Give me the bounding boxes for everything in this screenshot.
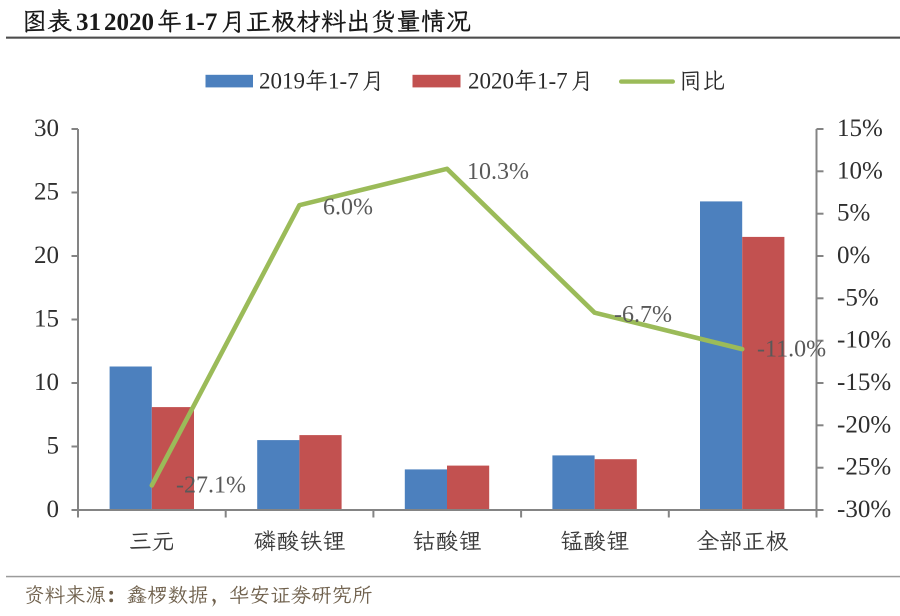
svg-text:-10%: -10% — [837, 327, 891, 354]
svg-text:-11.0%: -11.0% — [757, 337, 826, 363]
svg-text:-25%: -25% — [837, 454, 891, 481]
svg-text:-30%: -30% — [837, 496, 891, 523]
svg-text:2019: 2019 — [259, 69, 305, 94]
svg-text:5%: 5% — [837, 200, 870, 227]
svg-text:15: 15 — [34, 306, 59, 333]
svg-text:-15%: -15% — [837, 369, 891, 396]
svg-text:1-7: 1-7 — [184, 9, 217, 36]
svg-text:10.3%: 10.3% — [467, 159, 529, 185]
svg-text:0: 0 — [47, 496, 60, 523]
svg-text:-27.1%: -27.1% — [176, 473, 246, 499]
svg-text:1-7: 1-7 — [537, 69, 568, 94]
svg-text:6.0%: 6.0% — [323, 195, 373, 221]
svg-text:-5%: -5% — [837, 284, 879, 311]
svg-text:20: 20 — [34, 242, 59, 269]
svg-text:10%: 10% — [837, 157, 883, 184]
svg-text:1-7: 1-7 — [328, 69, 359, 94]
svg-text:30: 30 — [34, 115, 59, 142]
svg-text:2020: 2020 — [104, 9, 154, 36]
svg-text:2020: 2020 — [468, 69, 514, 94]
svg-text:-6.7%: -6.7% — [614, 302, 672, 328]
svg-text:25: 25 — [34, 179, 59, 206]
svg-text:10: 10 — [34, 369, 59, 396]
svg-text:15%: 15% — [837, 115, 883, 142]
svg-text:0%: 0% — [837, 242, 870, 269]
svg-text:31: 31 — [76, 9, 101, 36]
svg-text:-20%: -20% — [837, 411, 891, 438]
svg-text:5: 5 — [47, 433, 60, 460]
